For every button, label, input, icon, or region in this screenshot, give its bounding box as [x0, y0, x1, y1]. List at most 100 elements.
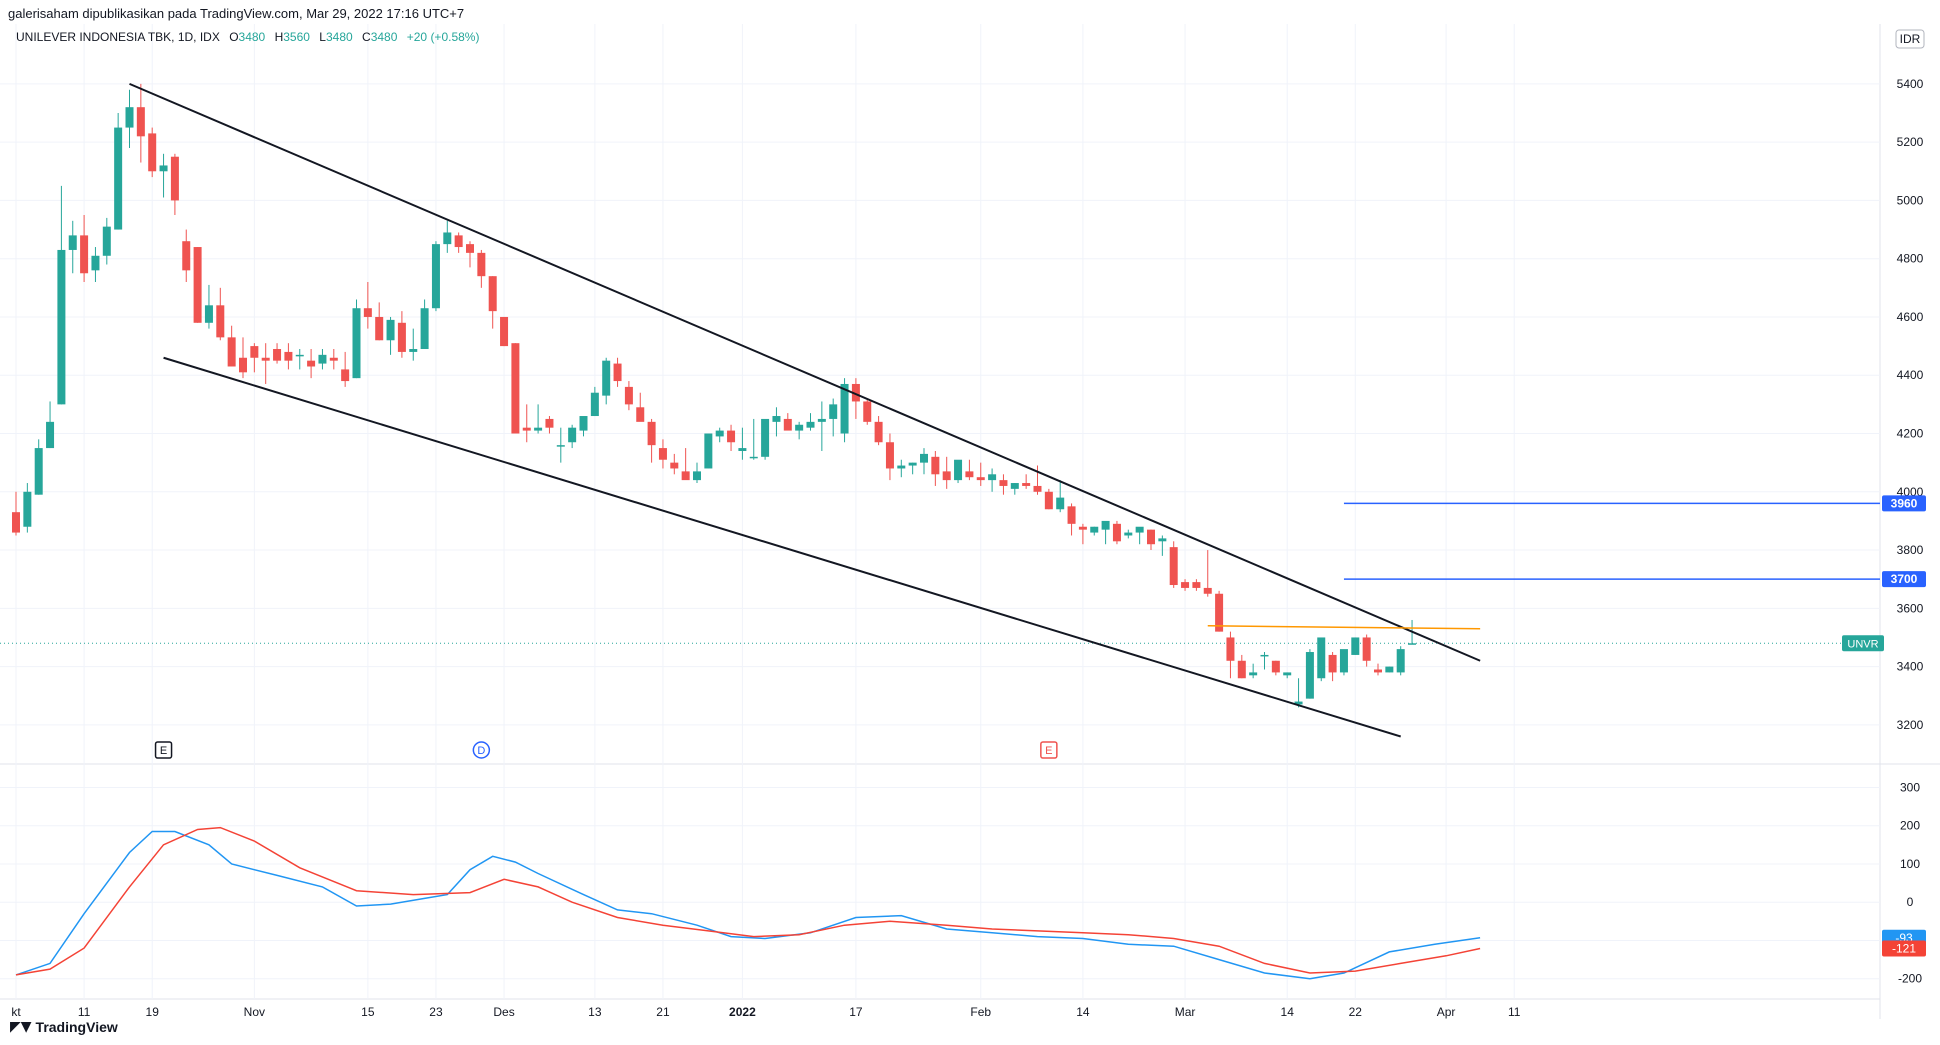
candle-body [1283, 672, 1292, 676]
candle-body [216, 305, 225, 338]
time-tick-label: 11 [1508, 1005, 1521, 1019]
candle-body [159, 165, 168, 172]
oscillator-grid [0, 786, 1880, 980]
time-tick-label: 2022 [729, 1005, 756, 1019]
time-tick-label: Feb [970, 1005, 991, 1019]
event-marker-label: D [477, 745, 485, 757]
oscillator-tick-label: 200 [1900, 819, 1920, 833]
currency-button[interactable]: IDR [1895, 29, 1925, 49]
candle-body [250, 346, 259, 358]
event-marker-label: E [1045, 745, 1052, 757]
dividend-marker-icon [472, 741, 491, 759]
candle-body [397, 322, 406, 352]
trendline-resistance-orange [1207, 625, 1481, 630]
candle-body [170, 156, 179, 201]
candle-body [23, 491, 32, 527]
price-tick-label: 3600 [1897, 601, 1924, 615]
trendline-lower-channel [163, 356, 1401, 738]
candle-body [1056, 497, 1065, 510]
candle-body [1339, 649, 1348, 673]
candle-body [136, 107, 145, 137]
candle-body [329, 357, 338, 361]
price-axis[interactable]: 3200 3400 3600 3800 4000 4200 4400 4600 4800 5000… [1897, 77, 1924, 732]
candle-body [534, 427, 543, 431]
candle-body [738, 448, 747, 451]
candle-body [863, 401, 872, 422]
candle-body [12, 512, 20, 533]
signal-line [15, 826, 1481, 976]
candle-body [307, 360, 316, 367]
candle-body [1022, 483, 1031, 486]
candle-body [1226, 637, 1235, 661]
time-tick-label: 23 [429, 1005, 443, 1019]
candlestick-series [12, 83, 1417, 708]
candle-body [1135, 526, 1144, 533]
candle-body [522, 427, 531, 431]
price-tick-label: 4000 [1897, 485, 1924, 499]
trendline-drawings[interactable] [129, 82, 1881, 738]
price-label-bg [1882, 571, 1926, 588]
candle-body [443, 232, 452, 245]
candle-body [114, 127, 123, 230]
tradingview-logo-icon: ◤▼ [10, 1019, 32, 1035]
candle-body [874, 421, 883, 443]
close-value: 3480 [371, 30, 398, 44]
candle-body [227, 337, 236, 367]
price-label-bg [1882, 495, 1926, 512]
earnings-marker-icon [1040, 741, 1058, 759]
high-value: 3560 [283, 30, 310, 44]
candle-body [477, 252, 486, 277]
candle-body [772, 416, 781, 422]
candle-body [1090, 526, 1099, 533]
time-tick-label: 19 [146, 1005, 160, 1019]
candle-body [568, 427, 577, 443]
price-tick-label: 5200 [1897, 135, 1924, 149]
candle-body [920, 453, 928, 463]
time-tick-label: 21 [656, 1005, 670, 1019]
macd-line [15, 830, 1481, 980]
candle-body [1294, 701, 1303, 705]
price-tick-label: 5000 [1897, 193, 1924, 207]
price-tick-label: 3800 [1897, 543, 1924, 557]
candle-body [1374, 669, 1382, 673]
price-tick-label: 4400 [1897, 368, 1924, 382]
candle-body [704, 433, 713, 469]
candle-body [1067, 506, 1076, 524]
candle-body [1305, 652, 1314, 699]
time-axis[interactable]: kt 11 19 Nov 15 23 Des 13 21 2022 17 Feb 14 Mar 14 22 Ap… [11, 1005, 1520, 1019]
symbol-price-tag: UNVR [1847, 638, 1878, 650]
candle-body [193, 247, 202, 323]
candle-body [840, 383, 849, 434]
candle-body [670, 462, 679, 469]
candle-body [1124, 532, 1133, 536]
candle-body [999, 480, 1008, 486]
time-tick-label: 17 [849, 1005, 863, 1019]
candle-body [954, 459, 963, 481]
time-tick-label: Apr [1437, 1005, 1456, 1019]
candle-body [239, 357, 247, 373]
candle-body [1010, 483, 1019, 489]
candle-body [352, 308, 361, 379]
price-tick-label: 5400 [1897, 77, 1924, 91]
candle-body [466, 244, 474, 253]
candle-body [658, 448, 667, 460]
candle-body [1215, 593, 1224, 632]
candle-body [647, 421, 656, 446]
candle-body [1169, 547, 1178, 586]
chart-canvas[interactable]: UNILEVER INDONESIA TBK, 1D, IDX O3480 H3… [0, 24, 1940, 1019]
signal-value-tag: -121 [1892, 941, 1916, 955]
candle-body [715, 430, 724, 437]
candle-body [1181, 582, 1190, 588]
candle-body [1078, 526, 1087, 530]
candle-body [795, 424, 804, 431]
candle-body [636, 407, 645, 422]
tradingview-logo[interactable]: ◤▼ TradingView [10, 1019, 118, 1035]
candle-body [273, 349, 282, 361]
candle-body [1317, 637, 1326, 679]
candle-body [885, 442, 894, 469]
price-label-3700: 3700 [1891, 572, 1918, 586]
candle-body [341, 369, 350, 382]
candle-body [1271, 660, 1280, 673]
candle-body [693, 471, 701, 481]
